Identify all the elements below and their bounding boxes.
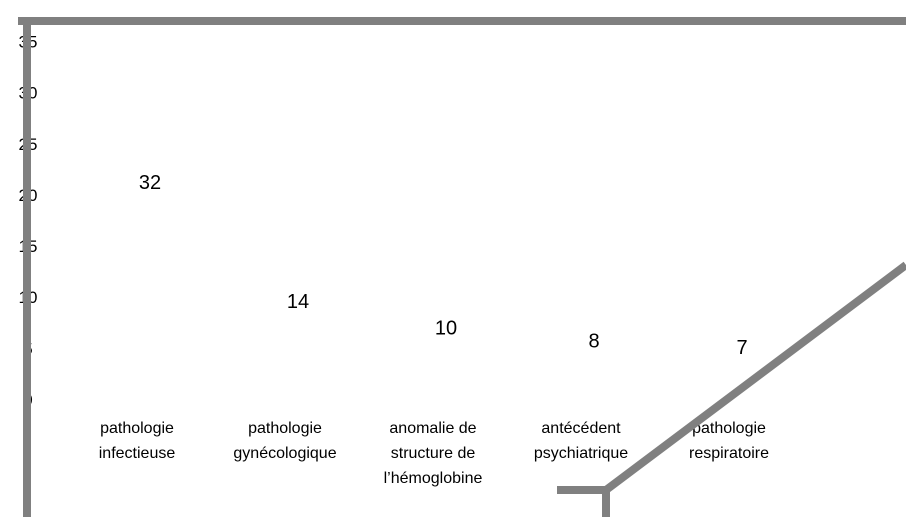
data-label: 8 [588, 330, 599, 352]
x-tick-label: gynécologique [233, 445, 336, 462]
frame [18, 17, 906, 517]
x-tick-label: pathologie [248, 420, 322, 437]
data-label: 10 [435, 317, 457, 339]
x-tick-label: pathologie [692, 420, 766, 437]
x-tick-label: antécédent [541, 420, 621, 437]
plot: 05101520253035pathologieinfectieuse32pat… [19, 32, 770, 487]
data-label: 14 [287, 291, 309, 313]
x-tick-label: infectieuse [99, 445, 176, 462]
x-tick-label: l’hémoglobine [384, 470, 483, 487]
x-tick-label: structure de [391, 445, 476, 462]
data-label: 7 [736, 337, 747, 359]
data-label: 32 [139, 172, 161, 194]
x-tick-label: respiratoire [689, 445, 769, 462]
x-tick-label: pathologie [100, 420, 174, 437]
frame-diagonal [602, 261, 906, 517]
x-tick-label: anomalie de [389, 420, 476, 437]
x-tick-label: psychiatrique [534, 445, 628, 462]
